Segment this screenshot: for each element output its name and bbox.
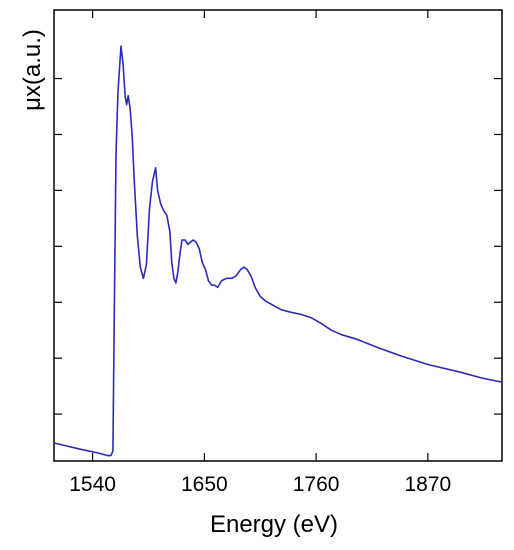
x-tick-label: 1650: [181, 473, 228, 496]
y-axis-label: μx(a.u.): [19, 29, 46, 111]
x-axis-label: Energy (eV): [210, 511, 338, 538]
x-tick-labels: 1540 1650 1760 1870: [69, 473, 451, 496]
x-tick-label: 1870: [404, 473, 451, 496]
axis-ticks: [54, 10, 502, 461]
x-tick-label: 1540: [69, 473, 116, 496]
plot-frame: [53, 9, 503, 462]
spectrum-series-line: [53, 45, 503, 457]
x-tick-label: 1760: [293, 473, 340, 496]
